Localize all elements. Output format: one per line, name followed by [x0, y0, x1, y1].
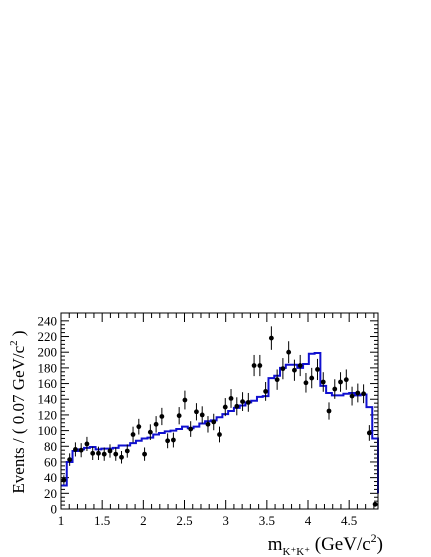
- data-point: [366, 430, 372, 436]
- y-axis-label-group: Events / ( 0.07 GeV/c2 ): [8, 330, 28, 493]
- data-point: [240, 399, 245, 404]
- y-tick-label: 60: [44, 454, 57, 469]
- y-axis-label-close: ): [9, 330, 28, 340]
- y-tick-label: 80: [44, 439, 57, 454]
- y-tick-label: 40: [44, 470, 57, 485]
- y-axis-label: Events / ( 0.07 GeV/c2 ): [8, 330, 28, 493]
- data-point: [280, 366, 286, 372]
- data-point: [309, 375, 315, 381]
- data-point: [286, 349, 292, 355]
- x-tick-label: 1.5: [94, 513, 110, 528]
- data-point: [257, 363, 263, 368]
- x-tick-label: 3.5: [259, 513, 275, 528]
- data-point: [303, 380, 309, 386]
- y-axis-label-main: Events / ( 0.07 GeV/c: [9, 345, 28, 493]
- x-tick-label: 2: [140, 513, 147, 528]
- data-point: [332, 386, 338, 392]
- data-point: [372, 501, 378, 507]
- data-point: [326, 408, 332, 414]
- data-point: [315, 367, 320, 372]
- data-point: [124, 448, 130, 454]
- data-point: [165, 438, 171, 444]
- x-tick-label: 4: [305, 513, 312, 528]
- data-point: [90, 450, 96, 456]
- data-point: [170, 437, 176, 443]
- data-point: [199, 412, 205, 418]
- data-point: [78, 447, 84, 453]
- data-point: [349, 393, 355, 399]
- x-axis-label-m: m: [268, 534, 283, 555]
- x-axis-label: mK⁺K⁺ (GeV/c2): [268, 531, 383, 557]
- y-axis-label-power: 2: [8, 340, 20, 346]
- data-point: [142, 451, 147, 457]
- data-point: [159, 414, 165, 419]
- x-tick-label: 4.5: [341, 513, 357, 528]
- data-point: [292, 367, 297, 373]
- data-point: [211, 419, 217, 425]
- x-axis-label-close: ): [377, 534, 383, 555]
- y-tick-label: 100: [38, 423, 58, 438]
- data-point: [107, 448, 113, 454]
- data-point: [245, 399, 251, 405]
- y-tick-label: 120: [38, 407, 58, 422]
- y-tick-label: 140: [38, 392, 58, 407]
- x-tick-label: 2.5: [176, 513, 192, 528]
- y-tick-label: 220: [38, 329, 58, 344]
- data-point: [297, 363, 303, 368]
- data-point: [61, 477, 67, 483]
- data-point: [182, 397, 188, 403]
- x-tick-label: 1: [58, 513, 65, 528]
- data-point: [263, 389, 269, 394]
- data-point: [251, 363, 257, 368]
- data-point: [113, 451, 119, 457]
- data-point: [96, 450, 101, 456]
- data-point: [153, 421, 159, 427]
- data-point: [217, 432, 222, 437]
- data-point: [228, 396, 234, 401]
- data-point: [101, 451, 107, 457]
- data-point: [84, 441, 90, 447]
- y-tick-label: 180: [38, 360, 58, 375]
- data-point: [361, 391, 366, 397]
- data-point: [147, 429, 153, 435]
- data-point: [73, 447, 78, 452]
- x-tick-label: 3: [222, 513, 229, 528]
- data-point: [274, 377, 280, 383]
- x-axis-label-units: (GeV/c: [310, 534, 371, 555]
- x-axis-label-power: 2: [371, 531, 377, 545]
- data-point: [234, 403, 240, 409]
- y-tick-label: 200: [38, 345, 58, 360]
- data-point: [268, 335, 274, 341]
- data-point: [205, 421, 211, 427]
- data-point: [194, 409, 199, 415]
- x-axis-label-subscript: K⁺K⁺: [283, 546, 311, 557]
- data-point: [136, 424, 142, 430]
- y-tick-label: 20: [44, 486, 57, 501]
- plot-frame: [60, 312, 379, 510]
- data-point: [67, 457, 73, 463]
- y-tick-label: 160: [38, 376, 58, 391]
- data-point: [355, 390, 361, 396]
- data-points-layer: [61, 326, 378, 507]
- y-tick-label: 240: [38, 313, 58, 328]
- data-point: [188, 426, 194, 432]
- data-point: [222, 404, 228, 410]
- data-point: [320, 379, 326, 385]
- data-point: [119, 454, 124, 460]
- data-point: [176, 413, 182, 419]
- fit-histogram-line: [61, 351, 379, 494]
- x-ticks: 1 1.5 2 2.5 3 3.5 4 4.5: [58, 313, 375, 528]
- y-tick-label: 0: [51, 502, 58, 517]
- svg-text:mK⁺K⁺ (GeV/c2): mK⁺K⁺ (GeV/c2): [268, 531, 383, 557]
- data-point: [338, 379, 343, 385]
- data-point: [130, 432, 136, 437]
- data-point: [343, 377, 349, 383]
- fit-histogram-layer: [61, 351, 379, 494]
